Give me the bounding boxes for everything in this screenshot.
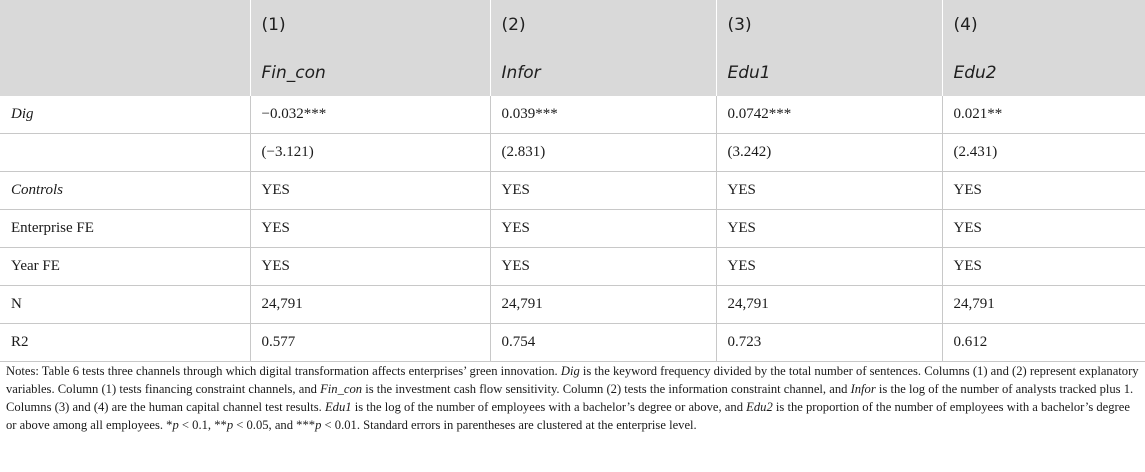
table-cell: (2.431): [942, 133, 1145, 172]
header-cell-col2-number: (2): [490, 0, 717, 50]
table-cell: 0.0742***: [716, 96, 943, 134]
row-label: N: [0, 285, 251, 324]
header-variable-infor: Infor: [501, 63, 541, 83]
table-cell: YES: [942, 209, 1145, 248]
row-label: Year FE: [0, 247, 251, 286]
notes-text: < 0.1, **: [178, 418, 227, 432]
header-cell-col4-variable: Edu2: [942, 50, 1145, 96]
table-row-controls: Controls YES YES YES YES: [0, 171, 1145, 210]
table-cell: 24,791: [490, 285, 717, 324]
notes-text: < 0.01. Standard errors in parentheses a…: [321, 418, 697, 432]
table-row-year-fe: Year FE YES YES YES YES: [0, 247, 1145, 286]
header-cell-empty: [0, 0, 251, 50]
table-header: (1) (2) (3) (4) Fin_con Infor Edu1 Edu2: [0, 0, 1145, 96]
header-row-variable-names: Fin_con Infor Edu1 Edu2: [0, 50, 1145, 96]
table-row-dig: Dig −0.032*** 0.039*** 0.0742*** 0.021**: [0, 96, 1145, 134]
table-cell: YES: [716, 171, 943, 210]
table-cell: YES: [490, 171, 717, 210]
table-cell: YES: [716, 247, 943, 286]
header-cell-col3-number: (3): [716, 0, 943, 50]
table-cell: 0.612: [942, 323, 1145, 362]
table-cell: YES: [942, 171, 1145, 210]
table-cell: 24,791: [716, 285, 943, 324]
row-label: R2: [0, 323, 251, 362]
header-cell-col2-variable: Infor: [490, 50, 717, 96]
notes-text: < 0.05, and ***: [233, 418, 316, 432]
table-cell: YES: [250, 209, 491, 248]
notes-p-value-symbol: p: [226, 418, 234, 432]
results-table: (1) (2) (3) (4) Fin_con Infor Edu1 Edu2 …: [0, 0, 1145, 362]
table-cell: 0.754: [490, 323, 717, 362]
row-label: Controls: [0, 171, 251, 210]
header-variable-edu1: Edu1: [727, 63, 771, 83]
table-cell: 24,791: [942, 285, 1145, 324]
table-row-n: N 24,791 24,791 24,791 24,791: [0, 285, 1145, 324]
row-label: [0, 133, 251, 172]
table-cell: YES: [490, 247, 717, 286]
table-cell: 0.577: [250, 323, 491, 362]
notes-variable-fin-con: Fin_con: [320, 382, 363, 396]
notes-variable-edu1: Edu1: [324, 400, 352, 414]
table-cell: 0.021**: [942, 96, 1145, 134]
table-cell: 24,791: [250, 285, 491, 324]
table-row-enterprise-fe: Enterprise FE YES YES YES YES: [0, 209, 1145, 248]
table-notes: Notes: Table 6 tests three channels thro…: [0, 362, 1143, 434]
table-row-t-statistics: (−3.121) (2.831) (3.242) (2.431): [0, 133, 1145, 172]
notes-text: is the proportion of the number of emplo…: [6, 400, 1130, 432]
table-cell: YES: [490, 209, 717, 248]
table-cell: 0.723: [716, 323, 943, 362]
table-cell: 0.039***: [490, 96, 717, 134]
notes-text: is the log of the number of analysts tra…: [6, 382, 1134, 414]
row-label: Dig: [0, 96, 251, 134]
header-cell-col3-variable: Edu1: [716, 50, 943, 96]
table-cell: YES: [942, 247, 1145, 286]
header-cell-col4-number: (4): [942, 0, 1145, 50]
table-row-r2: R2 0.577 0.754 0.723 0.612: [0, 323, 1145, 362]
notes-text: Notes: Table 6 tests three channels thro…: [6, 364, 561, 378]
table-cell: YES: [250, 247, 491, 286]
notes-variable-dig: Dig: [560, 364, 580, 378]
header-cell-empty: [0, 50, 251, 96]
table-cell: (2.831): [490, 133, 717, 172]
notes-text: is the log of the number of employees wi…: [351, 400, 747, 414]
header-cell-col1-variable: Fin_con: [250, 50, 491, 96]
notes-text: is the investment cash flow sensitivity.…: [362, 382, 851, 396]
notes-variable-edu2: Edu2: [746, 400, 773, 414]
row-label: Enterprise FE: [0, 209, 251, 248]
table-cell: YES: [250, 171, 491, 210]
table-cell: (3.242): [716, 133, 943, 172]
table-body: Dig −0.032*** 0.039*** 0.0742*** 0.021**…: [0, 96, 1145, 362]
header-row-column-numbers: (1) (2) (3) (4): [0, 0, 1145, 50]
notes-variable-infor: Infor: [850, 382, 876, 396]
table-cell: YES: [716, 209, 943, 248]
header-variable-fin-con: Fin_con: [261, 63, 326, 83]
table-cell: (−3.121): [250, 133, 491, 172]
header-cell-col1-number: (1): [250, 0, 491, 50]
notes-text: is the keyword frequency divided by the …: [6, 364, 1139, 396]
header-variable-edu2: Edu2: [953, 63, 997, 83]
notes-p-value-symbol: p: [172, 418, 179, 432]
notes-p-value-symbol: p: [315, 418, 322, 432]
table-cell: −0.032***: [250, 96, 491, 134]
